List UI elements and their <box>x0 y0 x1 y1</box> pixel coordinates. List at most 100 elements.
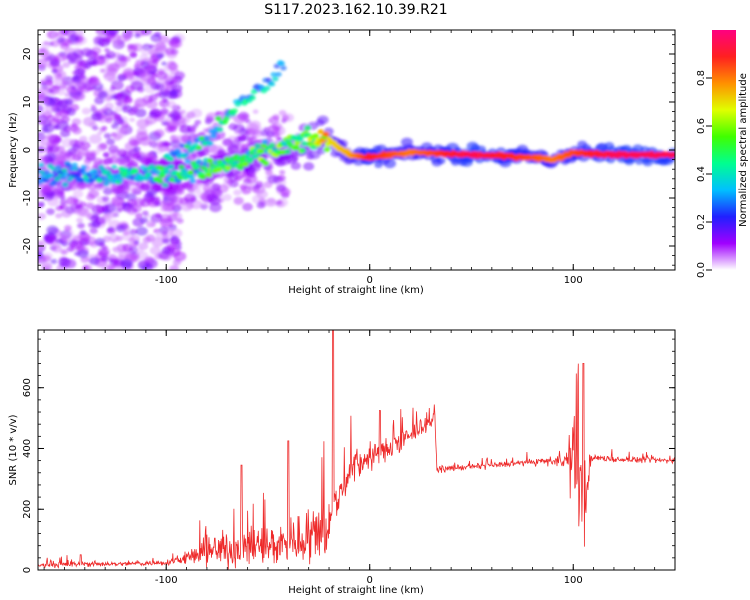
heatmap-noise-cell <box>199 131 205 136</box>
heatmap-noise-cell <box>176 218 184 224</box>
heatmap-ridge-cell <box>206 158 214 164</box>
heatmap-noise-cell <box>38 201 42 207</box>
heatmap-ridge-halo <box>317 115 329 125</box>
heatmap-noise-cell <box>97 131 103 136</box>
heatmap-ridge-cell <box>254 143 262 149</box>
heatmap-ridge-halo <box>436 157 446 165</box>
heatmap-branch-cell <box>216 127 224 133</box>
heatmap-noise-cell <box>55 205 63 211</box>
heatmap-noise-cell <box>194 119 202 125</box>
heatmap-noise-cell <box>136 127 148 136</box>
heatmap-noise-cell <box>272 114 280 121</box>
heatmap-noise-cell <box>157 250 170 260</box>
heatmap-noise-cell <box>43 98 50 104</box>
heatmap-noise-cell <box>130 255 140 263</box>
heatmap-noise-cell <box>46 225 59 235</box>
heatmap-noise-cell <box>129 228 138 236</box>
heatmap-noise-cell <box>251 186 260 193</box>
heatmap-branch-cell <box>268 81 276 87</box>
snr-series-line <box>37 329 676 570</box>
heatmap-ridge-cell <box>205 172 213 178</box>
heatmap-branch-cell <box>278 60 286 66</box>
heatmap-noise-cell <box>167 60 175 66</box>
heatmap-noise-cell <box>115 126 126 134</box>
spectrogram-x-axis-label: Height of straight line (km) <box>288 285 424 296</box>
heatmap-noise-cell <box>135 59 145 67</box>
spectrogram-y-tick-label: -10 <box>22 190 33 206</box>
heatmap-ridge-cell <box>55 164 62 170</box>
heatmap-noise-cell <box>84 236 97 246</box>
heatmap-branch-cell <box>185 140 193 146</box>
heatmap-noise-cell <box>39 63 45 68</box>
heatmap-noise-cell <box>104 47 110 53</box>
heatmap-ridge-cell <box>268 142 276 148</box>
snr-ticks: -100 0 100 0 200 400 600 <box>22 330 676 586</box>
heatmap-ridge-cell <box>43 170 51 176</box>
heatmap-noise-cell <box>126 206 138 215</box>
heatmap-noise-cell <box>117 118 124 124</box>
heatmap-noise-cell <box>255 181 264 188</box>
heatmap-noise-cell <box>125 30 133 35</box>
heatmap-branch-cell <box>215 116 222 122</box>
spectrogram-y-tick-label: 20 <box>22 48 33 61</box>
heatmap-noise-cell <box>107 30 120 36</box>
heatmap-noise-cell <box>76 217 84 223</box>
heatmap-ridge-cell <box>104 169 112 175</box>
heatmap-ridge-halo <box>108 156 119 165</box>
snr-x-axis-label: Height of straight line (km) <box>288 585 424 596</box>
heatmap-noise-cell <box>91 125 99 131</box>
heatmap-noise-cell <box>112 246 118 252</box>
heatmap-noise-cell <box>88 75 99 83</box>
heatmap-noise-cell <box>267 174 279 184</box>
heatmap-noise-cell <box>252 194 265 204</box>
heatmap-branch-cell <box>174 148 181 154</box>
heatmap-ridge-halo <box>87 189 100 199</box>
heatmap-noise-cell <box>149 44 155 49</box>
heatmap-noise-cell <box>156 70 168 80</box>
heatmap-ridge-cell <box>297 136 304 142</box>
heatmap-ridge-cell <box>323 146 331 152</box>
heatmap-noise-cell <box>88 134 102 144</box>
heatmap-noise-cell <box>141 30 153 36</box>
heatmap-ridge-cell <box>161 182 169 188</box>
heatmap-noise-cell <box>173 251 187 262</box>
heatmap-noise-cell <box>50 39 60 48</box>
heatmap-noise-cell <box>133 146 141 152</box>
heatmap-ridge-halo <box>216 171 225 179</box>
colorbar-tick-label: 0.2 <box>696 214 707 230</box>
heatmap-noise-cell <box>278 109 287 116</box>
heatmap-ridge-cell <box>157 165 165 171</box>
heatmap-noise-cell <box>70 123 77 128</box>
heatmap-noise-cell <box>101 196 110 202</box>
heatmap-noise-cell <box>38 212 47 220</box>
heatmap-noise-cell <box>89 257 100 266</box>
colorbar-label: Normalized spectral amplitude <box>738 73 749 227</box>
heatmap-noise-cell <box>128 135 142 146</box>
heatmap-noise-cell <box>149 246 161 255</box>
heatmap-noise-cell <box>163 141 172 148</box>
heatmap-noise-cell <box>91 111 103 121</box>
colorbar-ticks: 0.0 0.2 0.4 0.6 0.8 <box>696 70 712 278</box>
heatmap-ridge-cell <box>284 149 291 155</box>
heatmap-ridge-cell <box>71 162 78 168</box>
heatmap-noise-cell <box>109 86 116 92</box>
heatmap-noise-cell <box>114 133 124 140</box>
heatmap-noise-cell <box>66 196 79 206</box>
heatmap-noise-cell <box>200 202 209 209</box>
heatmap-noise-cell <box>106 138 116 146</box>
heatmap-noise-cell <box>135 246 144 254</box>
heatmap-ridge-cell <box>215 167 223 173</box>
heatmap-noise-cell <box>209 202 222 213</box>
heatmap-ridge-cell <box>312 133 320 139</box>
heatmap-ridge-cell <box>92 170 100 176</box>
heatmap-ridge-cell <box>199 174 207 180</box>
heatmap-ridge-halo <box>123 180 132 187</box>
heatmap-noise-cell <box>74 30 85 37</box>
heatmap-noise-cell <box>38 142 47 149</box>
heatmap-noise-cell <box>84 62 92 69</box>
heatmap-branch-cell <box>167 156 175 162</box>
heatmap-ridge-halo <box>197 149 207 157</box>
heatmap-noise-cell <box>122 106 129 111</box>
heatmap-noise-cell <box>61 137 75 148</box>
heatmap-branch-cell <box>182 152 190 158</box>
